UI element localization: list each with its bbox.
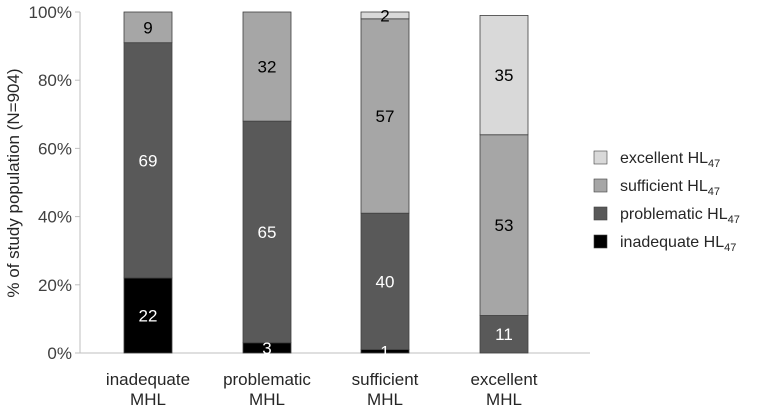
data-label: 53 [495, 216, 514, 235]
bar-segment [479, 315, 529, 354]
data-label: 11 [495, 325, 513, 344]
legend-swatch [593, 178, 608, 193]
axes: 0% 20% 40% 60% 80% 100% inadequate MHL problemat… [29, 3, 590, 408]
y-tick-label: 0% [47, 344, 72, 363]
legend-label: sufficient HL47 [620, 178, 720, 198]
y-axis-label: % of study population (N=904) [4, 68, 23, 297]
x-tick-label: excellent MHL [470, 370, 537, 408]
x-tick-label: sufficient MHL [352, 370, 419, 408]
legend-label: problematic HL47 [620, 206, 740, 226]
legend-label: excellent HL47 [620, 150, 720, 170]
data-labels: 22 69 9 3 65 32 1 40 57 2 11 53 35 [139, 6, 514, 361]
y-tick-label: 20% [38, 276, 72, 295]
data-label: 57 [376, 107, 395, 126]
bar-segment [123, 42, 173, 279]
y-tick-label: 100% [29, 3, 72, 22]
bar-segment [360, 18, 410, 214]
y-tick-label: 80% [38, 71, 72, 90]
y-tick-label: 60% [38, 139, 72, 158]
x-tick-label: problematic MHL [223, 370, 311, 408]
data-label: 22 [139, 306, 158, 325]
data-label: 1 [380, 342, 389, 361]
data-label: 32 [258, 58, 277, 77]
legend-swatch [593, 206, 608, 221]
bar-segment [479, 134, 529, 316]
bar-segment [360, 11, 410, 20]
legend-swatch [593, 150, 608, 165]
data-label: 40 [376, 272, 395, 291]
bar-segment [242, 11, 292, 122]
data-label: 3 [262, 339, 271, 358]
data-label: 69 [139, 151, 158, 170]
data-label: 35 [495, 66, 514, 85]
legend: excellent HL47 sufficient HL47 problematic… [593, 150, 740, 254]
data-label: 2 [380, 6, 389, 25]
legend-swatch [593, 234, 608, 249]
bar-segment [479, 15, 529, 136]
bar-segment [242, 120, 292, 344]
data-label: 65 [258, 223, 277, 242]
y-tick-label: 40% [38, 208, 72, 227]
x-tick-label: inadequate MHL [106, 370, 190, 408]
bar-segment [123, 11, 173, 44]
data-label: 9 [143, 18, 152, 37]
bar-segment [123, 277, 173, 354]
legend-label: inadequate HL47 [620, 234, 736, 254]
bars [123, 11, 529, 354]
